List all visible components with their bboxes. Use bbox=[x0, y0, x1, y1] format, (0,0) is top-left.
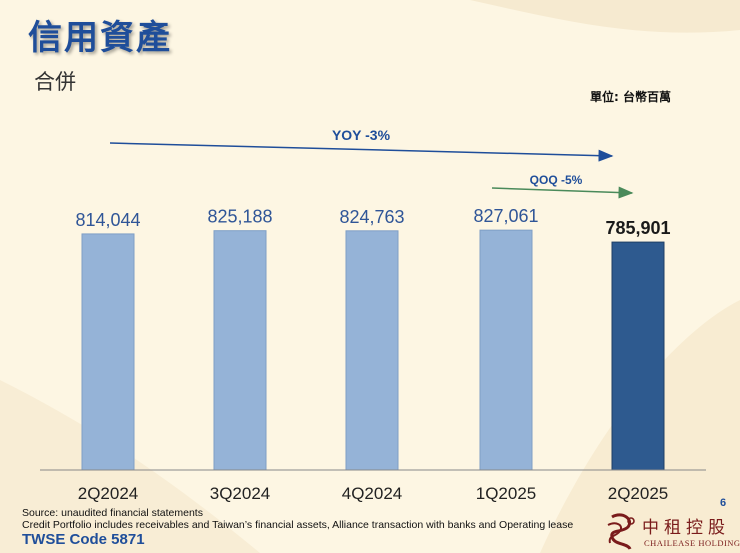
chailease-logo: 中租控股 CHAILEASE HOLDING bbox=[604, 513, 740, 553]
logo-english-name: CHAILEASE HOLDING bbox=[644, 538, 740, 548]
value-label: 814,044 bbox=[75, 210, 140, 230]
twse-code: TWSE Code 5871 bbox=[22, 531, 145, 548]
logo-chinese-name: 中租控股 bbox=[642, 518, 730, 538]
bar-1Q2025 bbox=[479, 229, 533, 471]
qoq-label: QOQ -5% bbox=[530, 173, 583, 187]
portfolio-note: Credit Portfolio includes receivables an… bbox=[22, 519, 574, 531]
x-tick-label: 4Q2024 bbox=[342, 484, 403, 503]
value-label: 825,188 bbox=[207, 207, 272, 227]
bar-2Q2024 bbox=[81, 233, 135, 471]
value-label: 824,763 bbox=[339, 207, 404, 227]
bar-2Q2025 bbox=[611, 241, 665, 471]
page-number: 6 bbox=[720, 497, 727, 509]
page-title: 信用資產 bbox=[28, 18, 172, 58]
unit-label: 單位: 台幣百萬 bbox=[590, 90, 671, 104]
x-tick-label: 1Q2025 bbox=[476, 484, 537, 503]
x-tick-label: 2Q2025 bbox=[608, 484, 669, 503]
credit-portfolio-bar-chart: 2Q2024 3Q2024 4Q2024 1Q2025 2Q2025 814,044 82… bbox=[40, 127, 706, 503]
x-tick-label: 2Q2024 bbox=[78, 484, 139, 503]
qoq-arrow bbox=[491, 186, 634, 199]
source-note: Source: unaudited financial statements bbox=[22, 507, 203, 519]
value-label: 785,901 bbox=[605, 218, 670, 238]
page-subtitle: 合併 bbox=[34, 70, 76, 94]
bar-4Q2024 bbox=[345, 230, 399, 471]
x-tick-label: 3Q2024 bbox=[210, 484, 271, 503]
yoy-label: YOY -3% bbox=[332, 127, 391, 143]
bar-3Q2024 bbox=[213, 230, 267, 471]
chailease-logo-icon bbox=[607, 513, 635, 550]
value-label: 827,061 bbox=[473, 206, 538, 226]
yoy-arrow bbox=[109, 142, 614, 162]
